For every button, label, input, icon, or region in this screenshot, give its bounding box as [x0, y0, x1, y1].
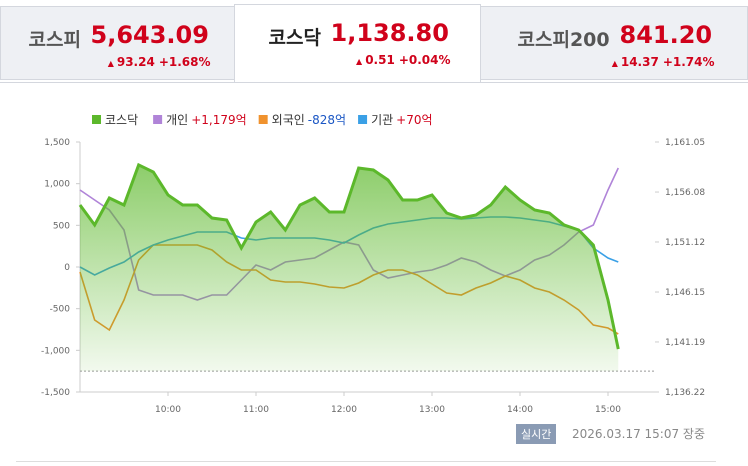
arrow: ▲	[611, 59, 618, 68]
divider	[16, 461, 716, 462]
x-tick-label: 14:00	[507, 405, 533, 415]
legend-label: 개인	[166, 113, 188, 127]
y-tick-label: -500	[50, 305, 71, 315]
legend-value: +70억	[396, 113, 432, 127]
tab-name: 코스피200	[517, 29, 610, 51]
x-tick-label: 10:00	[155, 405, 181, 415]
chart: -1,500 -1,000 -500 0 500 1,000 1,500 1,136.22 1,…	[41, 113, 705, 415]
legend-swatch	[358, 115, 368, 124]
change: 93.24	[116, 55, 155, 69]
tab-value: 1,138.80	[330, 19, 449, 47]
arrow: ▲	[107, 59, 114, 68]
y2-tick-label: 1,146.15	[665, 288, 705, 298]
x-tick-label: 12:00	[331, 405, 357, 415]
rate: +0.04%	[398, 53, 451, 67]
legend: 코스닥 개인 +1,179억 외국인 -828억 기관 +70억	[92, 113, 433, 127]
y2-tick-label: 1,141.19	[665, 338, 705, 348]
line	[78, 162, 620, 350]
y-tick-label: 0	[64, 263, 70, 273]
timestamp: 2026.03.17 15:07 장중	[572, 427, 705, 441]
legend-swatch	[92, 115, 101, 124]
tab: 코스닥 1,138.80 ▲ 0.51 +0.04%	[234, 4, 481, 82]
tab-change: ▲ 0.51 +0.04%	[356, 53, 450, 67]
arrow: ▲	[356, 57, 363, 66]
y-tick-label: -1,500	[41, 388, 70, 398]
tab-value: 841.20	[619, 21, 713, 49]
tab-border	[0, 82, 748, 83]
x-tick-label: 11:00	[243, 405, 269, 415]
y-tick-label: -1,000	[41, 346, 70, 356]
rate: +1.68%	[158, 55, 211, 69]
tab-name: 코스닥	[268, 27, 321, 49]
tab-change: ▲ 93.24 +1.68%	[108, 55, 211, 69]
y-tick-label: 1,000	[44, 180, 70, 190]
legend-value: +1,179억	[191, 113, 246, 127]
y2-tick-label: 1,136.22	[665, 388, 705, 398]
area	[80, 164, 619, 372]
legend-label: 기관	[371, 113, 393, 127]
tab: 코스피 5,643.09 ▲ 93.24 +1.68%	[0, 6, 235, 80]
y-tick-label: 1,500	[44, 138, 70, 148]
change: 0.51	[365, 53, 395, 67]
tab-change: ▲ 14.37 +1.74%	[612, 55, 715, 69]
tab-value: 5,643.09	[90, 21, 209, 49]
legend-swatch	[153, 115, 163, 124]
x-tick-label: 13:00	[419, 405, 445, 415]
tab-name: 코스피	[28, 29, 81, 51]
legend-label: 외국인	[272, 113, 305, 127]
realtime-badge: 실시간	[516, 424, 557, 444]
legend-swatch	[258, 115, 268, 124]
tab: 코스피200 841.20 ▲ 14.37 +1.74%	[480, 6, 748, 80]
y2-tick-label: 1,156.08	[665, 188, 705, 198]
change: 14.37	[620, 55, 659, 69]
rate: +1.74%	[662, 55, 715, 69]
legend-value: -828억	[308, 113, 346, 127]
legend-label: 코스닥	[105, 113, 138, 127]
y2-tick-label: 1,161.05	[665, 138, 705, 148]
x-tick-label: 15:00	[595, 405, 621, 415]
y-tick-label: 500	[53, 221, 70, 231]
y2-tick-label: 1,151.12	[665, 238, 705, 248]
